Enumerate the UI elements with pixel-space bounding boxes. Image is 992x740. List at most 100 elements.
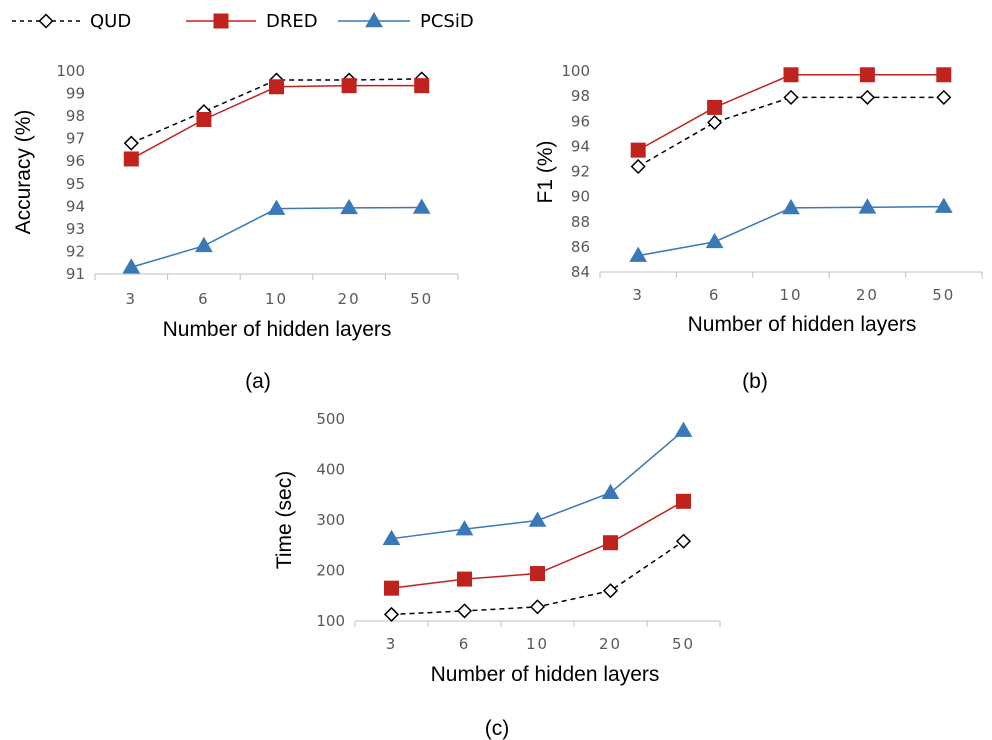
data-point-dred — [530, 566, 545, 582]
data-point-pcsid — [122, 258, 141, 274]
series-dred — [630, 67, 952, 158]
x-tick-label: 6 — [709, 286, 721, 304]
data-point-qud — [675, 533, 692, 549]
legend-marker — [213, 13, 229, 29]
x-tick-label: 20 — [338, 290, 361, 308]
data-point-qud — [707, 114, 723, 131]
y-tick-label: 300 — [316, 511, 345, 529]
series-pcsid — [122, 198, 431, 274]
chart-caption: (b) — [742, 370, 768, 393]
data-point-dred — [676, 493, 691, 509]
y-tick-label: 94 — [571, 137, 590, 155]
data-point-pcsid — [340, 198, 358, 215]
legend-label: DRED — [266, 11, 318, 32]
series-qud — [123, 71, 430, 151]
y-tick-label: 98 — [571, 87, 590, 105]
y-tick-label: 95 — [66, 175, 85, 193]
series-pcsid — [629, 197, 953, 262]
data-point-pcsid — [934, 197, 953, 213]
y-tick-label: 200 — [316, 562, 345, 580]
x-tick-label: 10 — [526, 635, 549, 653]
series-line-dred — [637, 74, 944, 151]
y-axis-title: Time (sec) — [273, 471, 296, 569]
x-tick-label: 50 — [410, 290, 433, 308]
y-tick-label: 92 — [571, 163, 590, 181]
legend-item-dred: DRED — [186, 11, 318, 32]
data-point-pcsid — [412, 198, 431, 214]
data-point-pcsid — [267, 199, 286, 215]
y-tick-label: 100 — [316, 612, 345, 630]
data-point-pcsid — [858, 198, 877, 214]
y-tick-label: 90 — [571, 188, 590, 206]
chart-caption: (a) — [245, 370, 271, 393]
y-tick-label: 98 — [66, 107, 85, 125]
y-tick-label: 100 — [56, 62, 85, 80]
data-point-dred — [603, 535, 618, 551]
data-point-pcsid — [782, 198, 800, 215]
chart-accuracy: 91 92 93 94 95 96 97 98 99 100 3 6 10 20 50 Number of h… — [12, 62, 459, 393]
legend: QUD DRED PCSiD — [12, 11, 474, 32]
legend-marker — [365, 12, 383, 28]
data-point-dred — [936, 67, 952, 83]
data-point-pcsid — [382, 529, 401, 545]
data-point-pcsid — [455, 520, 474, 536]
x-tick-label: 20 — [856, 286, 879, 304]
data-point-qud — [529, 599, 546, 615]
series-line-dred — [130, 84, 422, 160]
series-line-pcsid — [131, 206, 422, 268]
legend-item-qud: QUD — [12, 11, 131, 32]
chart-time: 100 200 300 400 500 3 6 10 20 50 Number of hidden … — [273, 410, 721, 740]
y-axis-title: Accuracy (%) — [12, 110, 35, 235]
x-tick-label: 50 — [672, 635, 695, 653]
data-point-pcsid — [705, 232, 724, 249]
chart-f1: 84 86 88 90 92 94 96 98 100 3 6 10 20 50 Number of hid… — [534, 62, 983, 393]
x-tick-label: 3 — [126, 290, 138, 308]
data-point-dred — [341, 78, 357, 94]
data-point-dred — [269, 79, 284, 95]
series-dred — [384, 493, 691, 596]
y-tick-label: 97 — [66, 130, 85, 148]
y-axis-title: F1 (%) — [534, 141, 557, 204]
y-tick-label: 500 — [316, 410, 345, 428]
x-axis-title: Number of hidden layers — [688, 313, 917, 336]
y-tick-label: 99 — [66, 85, 85, 103]
series-line-qud — [131, 78, 422, 144]
series-dred — [123, 78, 430, 167]
x-tick-label: 10 — [265, 290, 288, 308]
x-axis-title: Number of hidden layers — [431, 663, 660, 686]
data-point-pcsid — [674, 421, 693, 437]
x-tick-label: 6 — [459, 635, 471, 653]
x-tick-label: 50 — [932, 286, 955, 304]
data-point-dred — [859, 67, 875, 83]
data-point-dred — [384, 580, 399, 596]
y-tick-label: 92 — [66, 242, 85, 260]
data-point-pcsid — [195, 236, 213, 253]
legend-label: PCSiD — [420, 11, 474, 32]
data-point-dred — [630, 142, 646, 158]
y-tick-label: 100 — [561, 62, 590, 80]
legend-marker — [38, 13, 54, 29]
data-point-dred — [457, 571, 472, 587]
data-point-qud — [456, 603, 473, 619]
data-point-dred — [414, 78, 430, 94]
data-point-dred — [196, 111, 212, 127]
data-point-qud — [936, 89, 952, 105]
data-point-pcsid — [629, 246, 648, 262]
x-tick-label: 3 — [632, 286, 644, 304]
y-tick-label: 400 — [316, 461, 345, 479]
data-point-dred — [707, 99, 723, 115]
data-point-pcsid — [528, 511, 547, 527]
data-point-qud — [630, 158, 646, 175]
y-tick-label: 88 — [571, 213, 590, 231]
y-tick-label: 96 — [66, 152, 85, 170]
y-tick-label: 94 — [66, 197, 85, 215]
y-tick-label: 96 — [571, 112, 590, 130]
data-point-qud — [383, 606, 400, 622]
series-pcsid — [382, 421, 693, 545]
data-point-qud — [123, 135, 139, 151]
data-point-qud — [602, 583, 619, 599]
y-tick-label: 86 — [571, 238, 590, 256]
x-tick-label: 10 — [779, 286, 802, 304]
legend-label: QUD — [90, 11, 131, 32]
